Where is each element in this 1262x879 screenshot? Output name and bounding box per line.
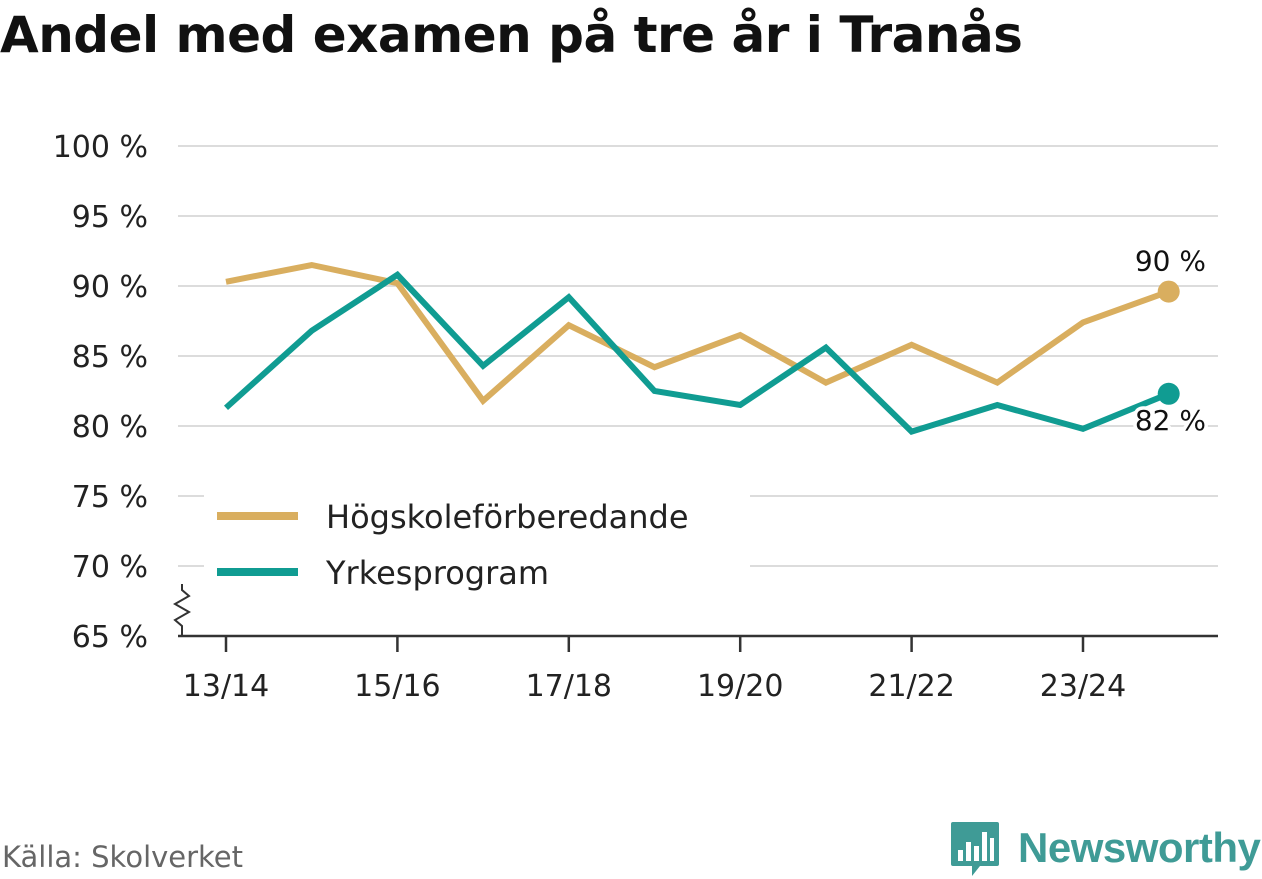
source-note: Källa: Skolverket	[2, 840, 244, 874]
y-tick-label: 75 %	[72, 480, 148, 515]
y-tick-label: 95 %	[72, 200, 148, 235]
end-value-label: 82 %	[1135, 404, 1206, 437]
end-value-label: 90 %	[1135, 245, 1206, 278]
legend-label: Högskoleförberedande	[326, 498, 689, 536]
end-label-halo: 82 %	[1135, 404, 1206, 437]
brand-logo: Newsworthy	[950, 818, 1261, 878]
y-tick-label: 70 %	[72, 550, 148, 585]
y-tick-label: 80 %	[72, 410, 148, 445]
x-tick-label: 15/16	[354, 669, 440, 704]
series-line	[225, 261, 1170, 406]
x-axis-ticks: 13/14 15/16 17/18 19/20 21/22 23/24	[183, 636, 1126, 704]
y-tick-label: 65 %	[72, 620, 148, 655]
x-tick-label: 23/24	[1040, 669, 1126, 704]
chart-title: Andel med examen på tre år i Tranås	[0, 6, 1023, 64]
legend-label: Yrkesprogram	[325, 554, 549, 592]
y-tick-label: 85 %	[72, 340, 148, 375]
end-point-marker	[1157, 280, 1180, 303]
y-axis-ticks: 65 % 70 % 75 % 80 % 85 % 90 % 95 % 100 %	[53, 130, 148, 655]
legend: Högskoleförberedande Yrkesprogram	[204, 495, 750, 607]
newsworthy-icon	[951, 822, 999, 876]
series-line	[223, 270, 1170, 435]
x-tick-label: 13/14	[183, 669, 269, 704]
x-tick-label: 19/20	[697, 669, 783, 704]
x-tick-label: 21/22	[868, 669, 954, 704]
y-tick-label: 90 %	[72, 270, 148, 305]
series-lines	[223, 261, 1170, 435]
end-point-marker	[1157, 382, 1180, 405]
end-labels: 90 %90 %82 %82 %	[1131, 241, 1209, 440]
end-label-halo: 90 %	[1135, 245, 1206, 278]
brand-name: Newsworthy	[1018, 824, 1261, 871]
y-tick-label: 100 %	[53, 130, 148, 165]
x-tick-label: 17/18	[526, 669, 612, 704]
axis-break-mark	[172, 584, 192, 636]
